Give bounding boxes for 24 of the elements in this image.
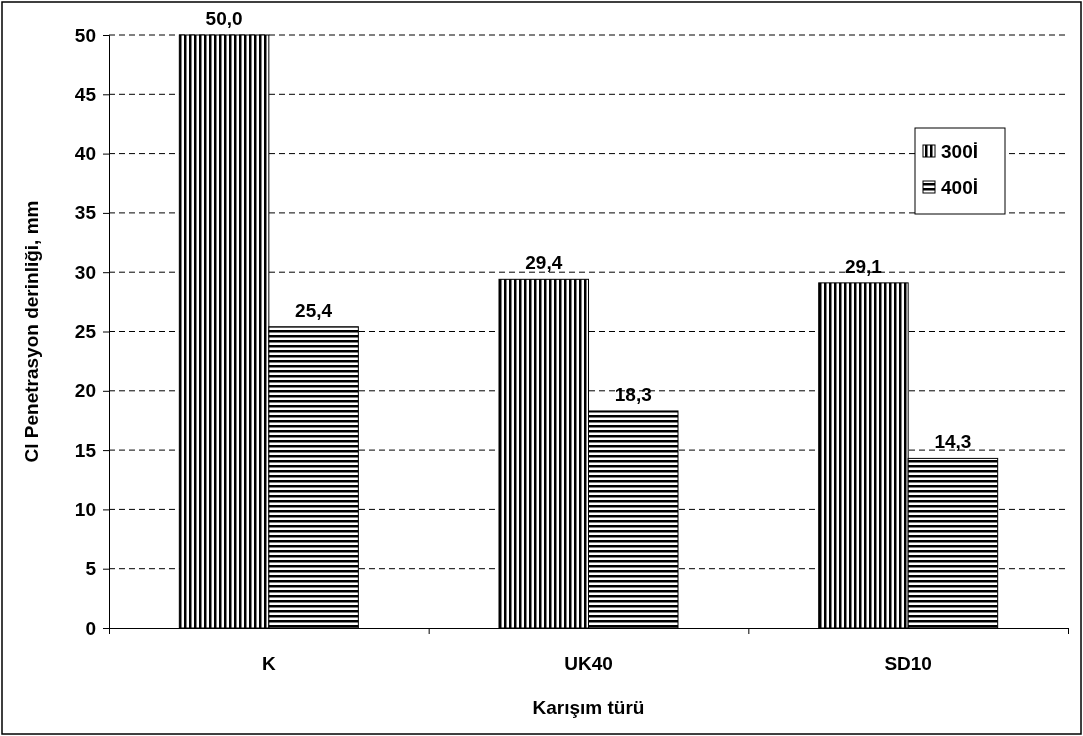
x-tick-label: UK40 <box>564 653 613 674</box>
y-tick-label: 10 <box>74 498 96 520</box>
data-label: 50,0 <box>205 8 243 29</box>
data-label: 29,4 <box>525 252 563 274</box>
y-tick-label: 15 <box>74 439 97 461</box>
y-axis-title: Cl Penetrasyon derinliği, mm <box>21 200 42 463</box>
y-tick-label: 35 <box>74 202 97 224</box>
y-tick-label: 20 <box>74 380 96 402</box>
x-tick-label: K <box>261 653 276 674</box>
y-tick-label: 45 <box>74 83 97 105</box>
data-label: 18,3 <box>614 383 652 405</box>
y-tick-label: 40 <box>74 143 96 165</box>
y-tick-label: 25 <box>74 321 97 343</box>
x-axis-title: Karışım türü <box>532 697 645 718</box>
x-tick-label: SD10 <box>884 653 932 674</box>
y-tick-label: 0 <box>85 617 96 639</box>
data-label: 29,1 <box>844 255 883 277</box>
data-label: 25,4 <box>295 299 333 321</box>
data-label: 14,3 <box>934 431 972 453</box>
legend-label: 300İ <box>941 141 978 162</box>
y-tick-label: 5 <box>85 558 97 580</box>
y-tick-label: 30 <box>74 261 96 283</box>
legend-label: 400İ <box>941 177 978 198</box>
y-tick-label: 50 <box>74 24 96 46</box>
